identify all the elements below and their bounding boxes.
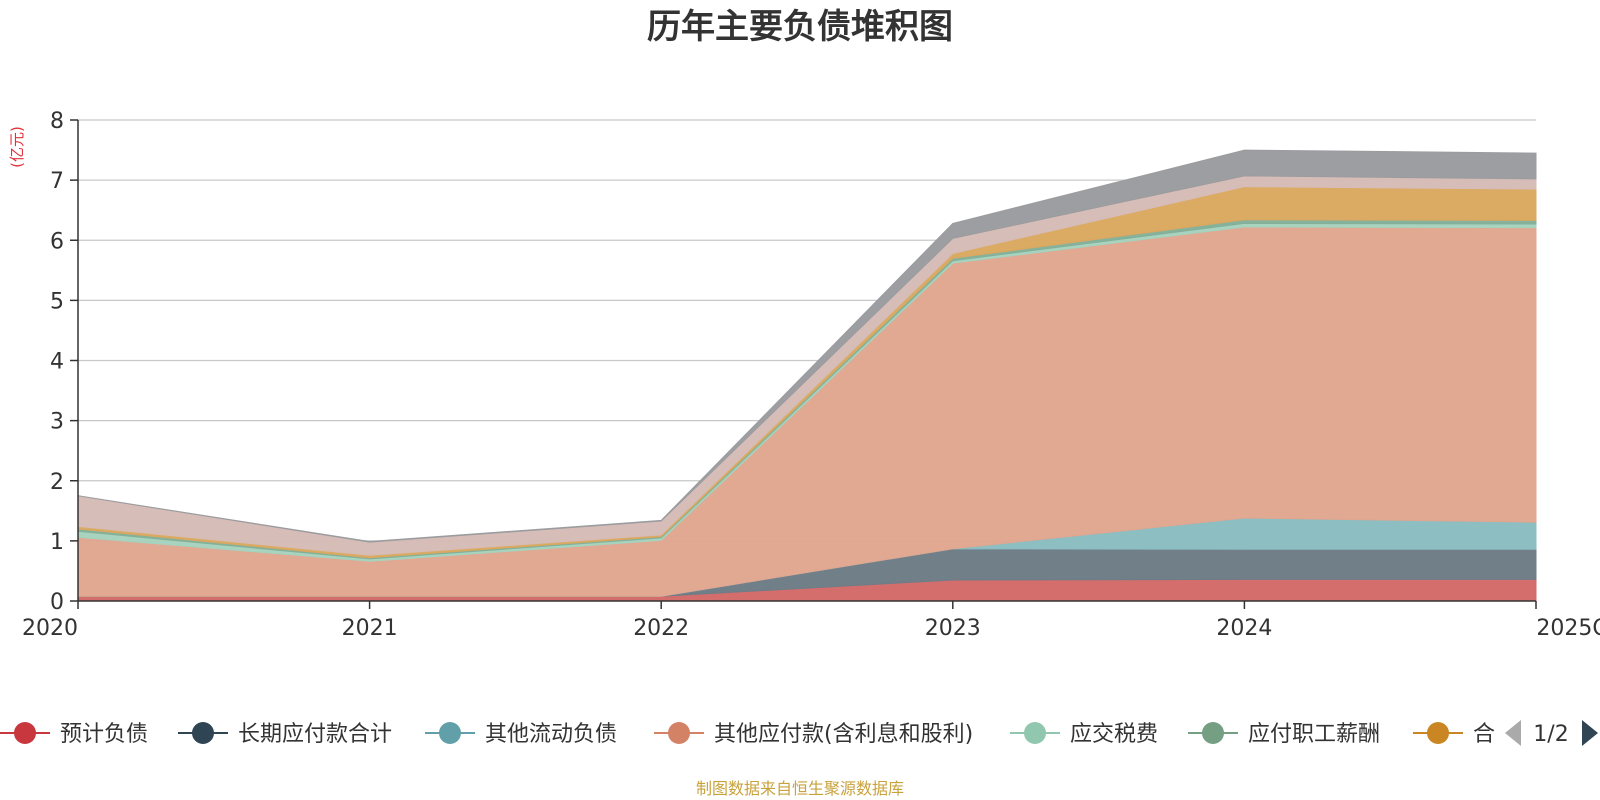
legend-label: 长期应付款合计 [238, 722, 392, 747]
x-tick-label: 2025Q1 [1536, 616, 1600, 641]
x-tick-label: 2020 [22, 616, 78, 641]
legend-page-indicator: 1/2 [1533, 722, 1568, 747]
x-tick-label: 2024 [1216, 616, 1272, 641]
y-tick-label: 8 [50, 109, 64, 134]
legend-item[interactable]: 应付职工薪酬 [1188, 722, 1380, 747]
legend-prev-page-icon[interactable] [1505, 720, 1521, 746]
legend-pager: 1/2 [1505, 720, 1598, 747]
legend-label: 应交税费 [1070, 722, 1158, 747]
legend-label: 其他应付款(含利息和股利) [714, 722, 973, 747]
area-series [77, 149, 1537, 602]
legend-circle-icon [439, 722, 461, 744]
legend-circle-icon [1024, 722, 1046, 744]
legend-item[interactable]: 其他流动负债 [425, 722, 617, 747]
legend-item[interactable]: 应交税费 [1010, 722, 1158, 747]
legend-item[interactable]: 预计负债 [0, 722, 148, 747]
legend-label: 预计负债 [60, 722, 148, 747]
y-tick-label: 0 [50, 590, 64, 615]
legend-circle-icon [192, 722, 214, 744]
x-tick-label: 2023 [925, 616, 981, 641]
y-axis-ticks: 0 1 2 3 4 5 6 7 8 [50, 109, 78, 615]
legend-circle-icon [14, 722, 36, 744]
y-tick-label: 4 [50, 350, 64, 375]
x-axis-ticks: 2020 2021 2022 2023 2024 2025Q1 [22, 601, 1600, 641]
area-series-8 [77, 149, 1537, 543]
y-tick-label: 3 [50, 410, 64, 435]
x-tick-label: 2021 [342, 616, 398, 641]
legend-circle-icon [668, 722, 690, 744]
source-note: 制图数据来自恒生聚源数据库 [696, 779, 904, 798]
legend-item[interactable]: 合 [1413, 722, 1495, 747]
legend-label: 合 [1473, 722, 1495, 747]
chart-title: 历年主要负债堆积图 [647, 7, 953, 47]
y-tick-label: 1 [50, 530, 64, 555]
legend-label: 其他流动负债 [485, 722, 617, 747]
y-tick-label: 5 [50, 289, 64, 314]
legend-circle-icon [1427, 722, 1449, 744]
y-tick-label: 7 [50, 169, 64, 194]
legend-next-page-icon[interactable] [1582, 720, 1598, 746]
legend-circle-icon [1202, 722, 1224, 744]
y-axis-unit-label: (亿元) [8, 126, 26, 168]
x-tick-label: 2022 [633, 616, 689, 641]
y-tick-label: 6 [50, 229, 64, 254]
y-tick-label: 2 [50, 470, 64, 495]
legend: 预计负债 长期应付款合计 其他流动负债 其他应付款(含利息和股利) 应交税费 应付职工薪酬… [0, 722, 1495, 747]
legend-label: 应付职工薪酬 [1248, 722, 1380, 747]
legend-item[interactable]: 长期应付款合计 [178, 722, 392, 747]
legend-item[interactable]: 其他应付款(含利息和股利) [654, 722, 973, 747]
